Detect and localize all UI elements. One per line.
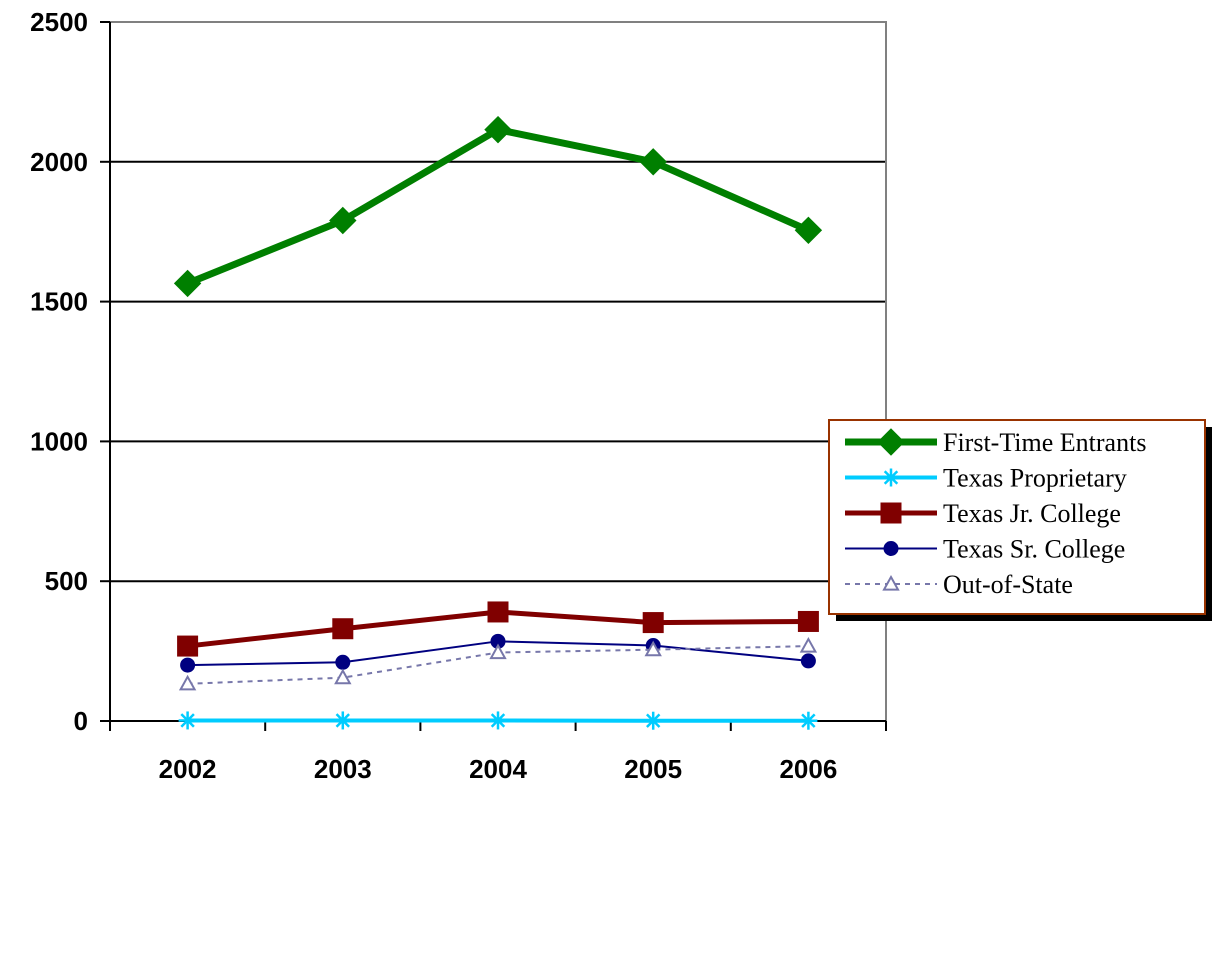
y-tick-label: 2000 [30, 147, 88, 177]
data-point-first-time-entrants [794, 216, 823, 245]
data-point-texas-sr-college [335, 654, 351, 670]
y-tick-label: 2500 [30, 7, 88, 37]
x-tick-label: 2004 [469, 754, 527, 784]
series-line-first-time-entrants [186, 126, 810, 287]
x-tick-label: 2006 [779, 754, 837, 784]
data-point-first-time-entrants [639, 148, 667, 176]
series-out-of-state [178, 637, 818, 691]
data-point-texas-proprietary [799, 711, 818, 730]
data-point-out-of-state [644, 640, 662, 657]
legend-marker-out-of-state [882, 574, 900, 591]
legend: First-Time Entrants Texas Proprietary Texa… [828, 419, 1212, 621]
legend-label-texas-proprietary: Texas Proprietary [943, 464, 1127, 493]
gridlines [110, 160, 886, 583]
legend-marker-texas-sr-college [883, 541, 899, 556]
data-point-texas-proprietary [178, 711, 197, 730]
x-axis: 2002 2003 2004 2005 2006 [109, 720, 887, 784]
data-point-out-of-state [489, 643, 507, 660]
data-point-first-time-entrants [173, 269, 202, 298]
legend-marker-texas-proprietary [882, 468, 900, 487]
legend-label-out-of-state: Out-of-State [943, 570, 1073, 599]
series-texas-proprietary [178, 711, 818, 730]
data-point-texas-jr-college [332, 618, 354, 640]
legend-label-texas-sr-college: Texas Sr. College [943, 535, 1125, 564]
data-point-texas-proprietary [489, 711, 507, 730]
legend-marker-first-time-entrants [877, 428, 905, 456]
series-texas-jr-college [177, 601, 819, 657]
y-tick-label: 1500 [30, 287, 88, 317]
data-point-texas-jr-college [487, 601, 509, 623]
y-tick-label: 0 [74, 706, 88, 736]
data-point-first-time-entrants [329, 206, 357, 235]
data-point-texas-jr-college [177, 635, 199, 657]
y-tick-label: 1000 [30, 426, 88, 456]
data-point-texas-jr-college [642, 612, 664, 634]
data-point-texas-sr-college [800, 653, 816, 669]
y-axis: 0 500 1000 1500 2000 2500 [30, 7, 111, 736]
legend-label-texas-jr-college: Texas Jr. College [943, 499, 1121, 528]
data-point-texas-proprietary [333, 711, 352, 730]
data-point-texas-proprietary [644, 711, 663, 730]
data-point-out-of-state [334, 668, 352, 685]
series-first-time-entrants [173, 115, 823, 298]
x-tick-label: 2002 [159, 754, 217, 784]
series-group [173, 115, 823, 730]
x-tick-label: 2003 [314, 754, 372, 784]
legend-marker-texas-jr-college [880, 502, 902, 524]
legend-label-first-time-entrants: First-Time Entrants [943, 428, 1146, 457]
y-tick-label: 500 [45, 566, 88, 596]
data-point-texas-jr-college [797, 610, 819, 632]
x-tick-label: 2005 [624, 754, 682, 784]
data-point-out-of-state [178, 674, 197, 691]
data-point-texas-sr-college [180, 657, 196, 673]
data-point-first-time-entrants [484, 115, 512, 144]
data-point-out-of-state [799, 637, 818, 653]
